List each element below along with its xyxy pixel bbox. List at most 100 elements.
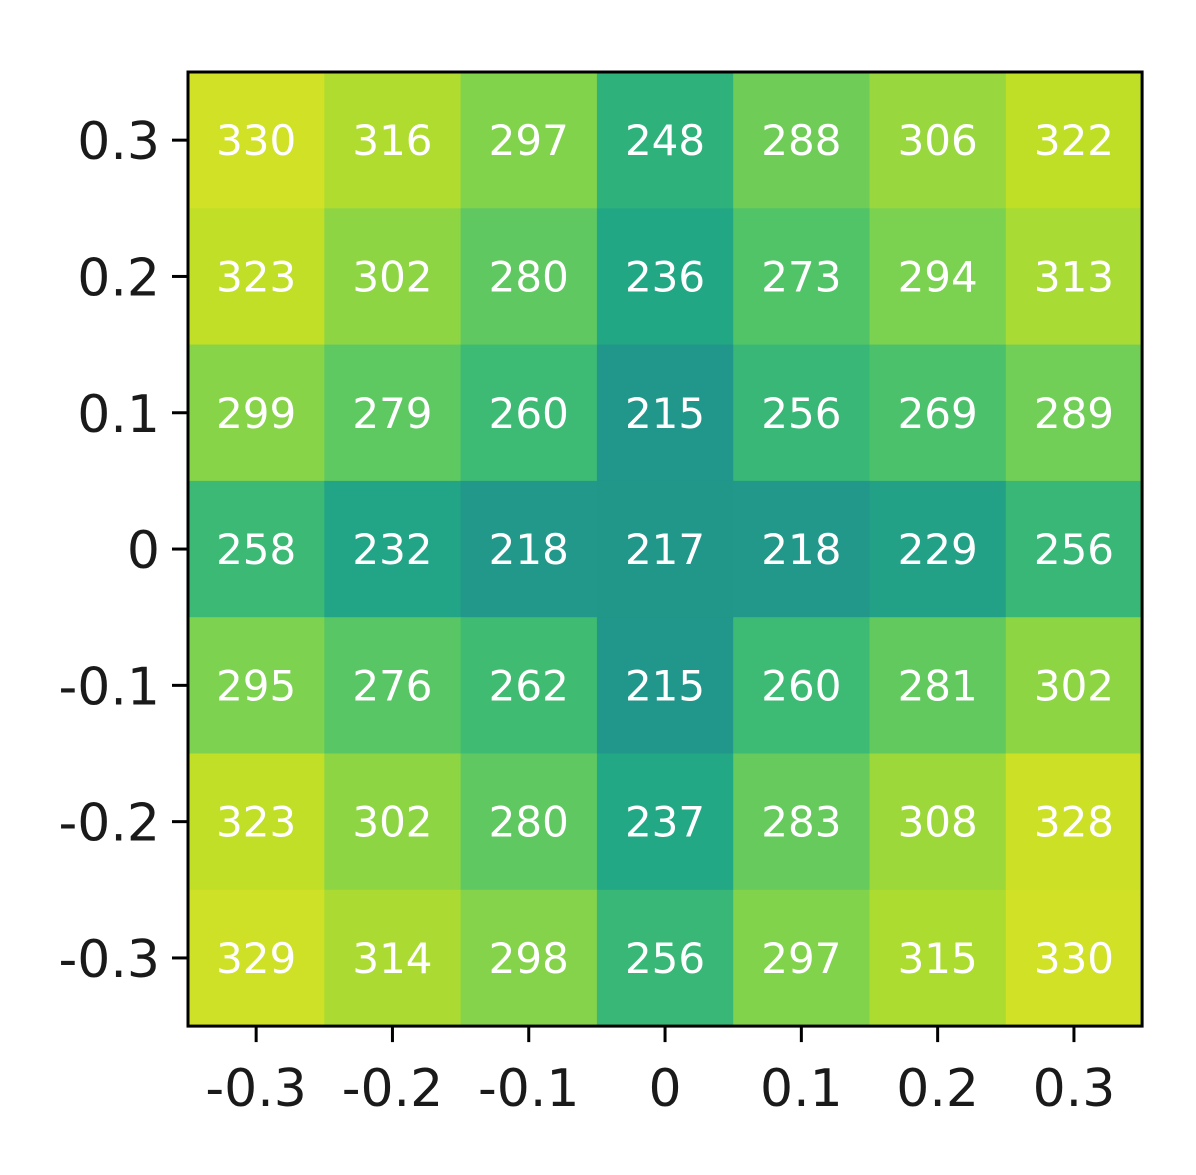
heatmap-cell-label: 330 [1034, 934, 1114, 983]
heatmap-cell [596, 72, 734, 209]
y-tick-label: 0.1 [77, 385, 160, 445]
heatmap-cell [460, 72, 598, 209]
heatmap-cell-label: 323 [216, 252, 296, 301]
heatmap-cell [324, 344, 462, 482]
heatmap-cell-label: 273 [761, 252, 841, 301]
heatmap-cell-label: 313 [1034, 252, 1114, 301]
heatmap-cell-label: 323 [216, 798, 296, 847]
heatmap-cell-label: 281 [898, 661, 978, 710]
heatmap-cell [188, 753, 325, 891]
heatmap-cell-label: 306 [898, 116, 978, 165]
heatmap-cell [324, 72, 462, 209]
heatmap-cell-label: 302 [352, 798, 432, 847]
y-tick-label: 0.3 [77, 112, 160, 172]
heatmap-cell [460, 889, 598, 1027]
y-tick-label: -0.2 [59, 794, 160, 854]
heatmap-cell [733, 753, 871, 891]
heatmap-cell-label: 256 [625, 934, 705, 983]
y-tick-label: -0.3 [59, 930, 160, 990]
heatmap-cell [188, 344, 325, 482]
heatmap-cell [460, 208, 598, 346]
heatmap-cell [324, 617, 462, 755]
heatmap-cell-label: 215 [625, 661, 705, 710]
heatmap-cell-labels: 330 316 297 248 288 306 322 323 302 280 236 273 294 3… [216, 116, 1114, 983]
x-tick-label: -0.2 [342, 1059, 443, 1119]
heatmap-cell-label: 260 [489, 389, 569, 438]
heatmap-cell-label: 299 [216, 389, 296, 438]
heatmap-cell [733, 617, 871, 755]
heatmap-cell [869, 480, 1007, 618]
heatmap-cell-label: 215 [625, 389, 705, 438]
heatmap-cell [733, 72, 871, 209]
heatmap-cell-label: 302 [1034, 661, 1114, 710]
y-tick-label: -0.1 [59, 657, 160, 717]
heatmap-cell [596, 889, 734, 1027]
heatmap-cell [1005, 72, 1143, 209]
heatmap-cell-label: 260 [761, 661, 841, 710]
heatmap-cell-label: 280 [489, 252, 569, 301]
heatmap-cell [460, 617, 598, 755]
heatmap-cell-label: 322 [1034, 116, 1114, 165]
x-tick-label: -0.1 [478, 1059, 579, 1119]
heatmap-cell-label: 294 [898, 252, 978, 301]
heatmap-cell-label: 329 [216, 934, 296, 983]
heatmap-cell-label: 256 [1034, 525, 1114, 574]
heatmap-cell [1005, 344, 1143, 482]
x-tick-label: 0.1 [760, 1059, 843, 1119]
x-tick-label: 0 [649, 1059, 682, 1119]
heatmap-cell [596, 753, 734, 891]
heatmap-cell [733, 344, 871, 482]
heatmap-cell [733, 480, 871, 618]
heatmap-cell [733, 889, 871, 1027]
heatmap-cell-label: 236 [625, 252, 705, 301]
heatmap-cell [596, 480, 734, 618]
heatmap-cell [1005, 208, 1143, 346]
heatmap-cell-label: 218 [489, 525, 569, 574]
heatmap-cell [324, 208, 462, 346]
heatmap-cell-label: 256 [761, 389, 841, 438]
heatmap-cell-label: 297 [761, 934, 841, 983]
heatmap-cell [869, 208, 1007, 346]
x-axis: -0.3 -0.2 -0.1 0 0.1 0.2 0.3 [205, 1026, 1115, 1119]
heatmap-cell [869, 617, 1007, 755]
heatmap-cell-label: 218 [761, 525, 841, 574]
heatmap-cell [869, 344, 1007, 482]
heatmap-cell [596, 344, 734, 482]
heatmap-cell-label: 229 [898, 525, 978, 574]
heatmap-cell-label: 316 [352, 116, 432, 165]
heatmap-cell [188, 889, 325, 1027]
heatmap-cell [596, 617, 734, 755]
heatmap-cell-label: 262 [489, 661, 569, 710]
heatmap-cell-label: 237 [625, 798, 705, 847]
heatmap-cell-label: 314 [352, 934, 432, 983]
heatmap-cell-label: 276 [352, 661, 432, 710]
y-tick-label: 0.2 [77, 248, 160, 308]
heatmap-cell-label: 258 [216, 525, 296, 574]
y-tick-label: 0 [127, 521, 160, 581]
heatmap-cells [188, 72, 1143, 1027]
heatmap-cell-label: 289 [1034, 389, 1114, 438]
x-tick-label: -0.3 [205, 1059, 306, 1119]
heatmap-cell [188, 617, 325, 755]
heatmap-cell [188, 480, 325, 618]
heatmap-cell [460, 344, 598, 482]
heatmap-cell-label: 217 [625, 525, 705, 574]
heatmap-cell-label: 330 [216, 116, 296, 165]
heatmap-cell [733, 208, 871, 346]
heatmap-cell-label: 279 [352, 389, 432, 438]
heatmap-cell-label: 280 [489, 798, 569, 847]
heatmap-cell-label: 269 [898, 389, 978, 438]
heatmap-cell-label: 288 [761, 116, 841, 165]
heatmap-cell-label: 297 [489, 116, 569, 165]
x-tick-label: 0.3 [1033, 1059, 1116, 1119]
x-tick-label: 0.2 [896, 1059, 979, 1119]
heatmap-cell [596, 208, 734, 346]
heatmap-cell [1005, 617, 1143, 755]
heatmap-cell [460, 480, 598, 618]
heatmap-cell [869, 753, 1007, 891]
heatmap-cell [324, 889, 462, 1027]
heatmap-cell [1005, 889, 1143, 1027]
heatmap-cell-label: 295 [216, 661, 296, 710]
